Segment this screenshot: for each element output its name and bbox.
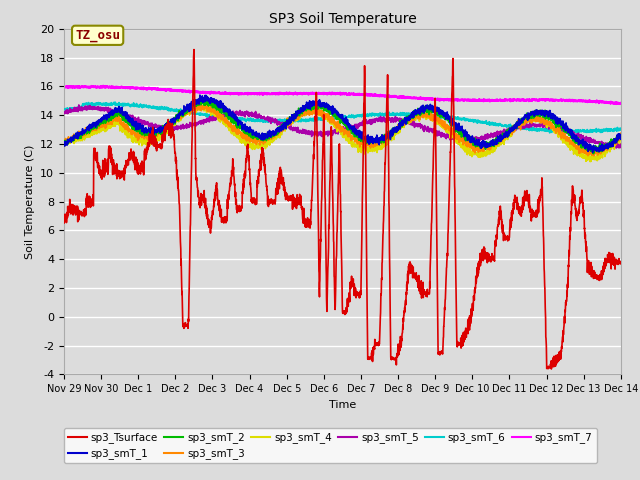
Text: TZ_osu: TZ_osu <box>75 29 120 42</box>
Title: SP3 Soil Temperature: SP3 Soil Temperature <box>269 12 416 26</box>
Y-axis label: Soil Temperature (C): Soil Temperature (C) <box>24 144 35 259</box>
Legend: sp3_Tsurface, sp3_smT_1, sp3_smT_2, sp3_smT_3, sp3_smT_4, sp3_smT_5, sp3_smT_6, : sp3_Tsurface, sp3_smT_1, sp3_smT_2, sp3_… <box>63 428 596 463</box>
X-axis label: Time: Time <box>329 400 356 409</box>
